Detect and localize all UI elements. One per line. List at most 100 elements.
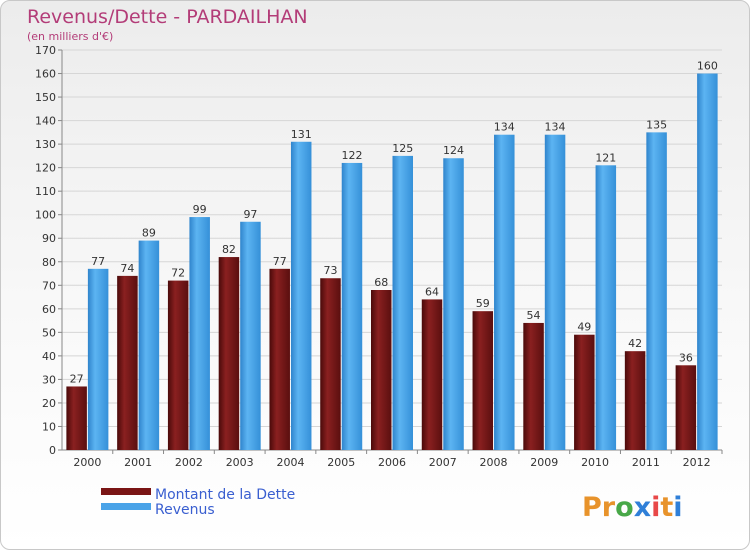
data-label-revenus-2002: 99 bbox=[193, 203, 207, 216]
y-tick-label: 170 bbox=[35, 44, 56, 57]
y-tick-labels: 0 10 20 30 40 50 60 70 80 90 100 110 120 130 140 150 160… bbox=[35, 44, 56, 457]
data-label-revenus-2010: 121 bbox=[595, 151, 616, 164]
data-labels: 27 77 74 89 72 99 82 97 77 131 73 122 68 125 64 124 59 13… bbox=[70, 60, 718, 386]
bar-dette-2003 bbox=[218, 257, 240, 450]
bar-dette-2010 bbox=[574, 334, 595, 450]
x-tick-label: 2000 bbox=[73, 456, 101, 469]
data-label-dette-2009: 54 bbox=[527, 309, 541, 322]
y-tick-label: 120 bbox=[35, 162, 56, 175]
data-label-dette-2012: 36 bbox=[679, 351, 693, 364]
bar-revenus-2002 bbox=[189, 217, 210, 450]
x-tick-label: 2011 bbox=[632, 456, 660, 469]
x-tick-label: 2012 bbox=[683, 456, 711, 469]
y-tick-label: 30 bbox=[42, 373, 56, 386]
bar-dette-2011 bbox=[624, 351, 646, 450]
data-label-dette-2006: 68 bbox=[374, 276, 388, 289]
bar-dette-2007 bbox=[421, 299, 443, 450]
logo-letter: i bbox=[673, 492, 682, 523]
bar-dette-2005 bbox=[320, 278, 341, 450]
y-tick-label: 60 bbox=[42, 303, 56, 316]
data-label-revenus-2006: 125 bbox=[392, 142, 413, 155]
x-tick-label: 2002 bbox=[175, 456, 203, 469]
y-tick-label: 20 bbox=[42, 397, 56, 410]
y-tick-label: 80 bbox=[42, 256, 56, 269]
bar-revenus-2011 bbox=[646, 132, 667, 450]
data-label-revenus-2001: 89 bbox=[142, 227, 156, 240]
logo-letter: o bbox=[615, 492, 634, 523]
bar-revenus-2008 bbox=[494, 134, 515, 451]
bar-revenus-2004 bbox=[290, 141, 312, 450]
data-label-revenus-2011: 135 bbox=[646, 118, 667, 131]
data-label-dette-2010: 49 bbox=[577, 321, 591, 334]
data-label-revenus-2008: 134 bbox=[494, 121, 515, 134]
logo-letter: r bbox=[602, 492, 616, 523]
x-tick-label: 2010 bbox=[581, 456, 609, 469]
data-label-revenus-2009: 134 bbox=[545, 121, 566, 134]
logo-text: Proxiti bbox=[582, 492, 683, 523]
bar-revenus-2006 bbox=[392, 155, 413, 450]
data-label-dette-2003: 82 bbox=[222, 243, 236, 256]
data-label-dette-2011: 42 bbox=[628, 337, 642, 350]
y-tick-label: 160 bbox=[35, 68, 56, 81]
bar-revenus-2012 bbox=[697, 73, 718, 450]
x-tick-label: 2007 bbox=[429, 456, 457, 469]
bar-revenus-2010 bbox=[595, 165, 617, 450]
data-label-revenus-2007: 124 bbox=[443, 144, 464, 157]
y-tick-label: 150 bbox=[35, 91, 56, 104]
data-label-dette-2000: 27 bbox=[70, 372, 84, 385]
bar-revenus-2000 bbox=[87, 268, 109, 450]
bar-revenus-2009 bbox=[544, 134, 566, 451]
chart-title: Revenus/Dette - PARDAILHAN bbox=[27, 6, 308, 28]
bar-revenus-2001 bbox=[138, 240, 160, 450]
x-tick-label: 2003 bbox=[226, 456, 254, 469]
bar-dette-2008 bbox=[472, 311, 494, 450]
logo-letter: i bbox=[651, 492, 660, 523]
logo-letter: t bbox=[660, 492, 673, 523]
logo-letter: P bbox=[582, 492, 602, 523]
bar-dette-2000 bbox=[66, 386, 87, 450]
y-tick-label: 50 bbox=[42, 326, 56, 339]
legend-swatch-dette bbox=[101, 488, 151, 495]
data-label-dette-2002: 72 bbox=[171, 267, 185, 280]
y-tick-label: 140 bbox=[35, 115, 56, 128]
y-tick-label: 110 bbox=[35, 185, 56, 198]
bar-dette-2001 bbox=[117, 275, 138, 450]
legend-label-dette: Montant de la Dette bbox=[155, 487, 295, 503]
data-label-dette-2004: 77 bbox=[273, 255, 287, 268]
legend: Montant de la Dette Revenus bbox=[101, 487, 295, 518]
bar-dette-2012 bbox=[675, 365, 697, 450]
y-tick-label: 40 bbox=[42, 350, 56, 363]
bar-revenus-2003 bbox=[240, 221, 261, 450]
bar-dette-2002 bbox=[167, 280, 189, 450]
chart-subtitle: (en milliers d'€) bbox=[27, 30, 114, 43]
y-tick-label: 0 bbox=[49, 444, 56, 457]
x-tick-label: 2006 bbox=[378, 456, 406, 469]
data-label-dette-2008: 59 bbox=[476, 297, 490, 310]
data-label-revenus-2004: 131 bbox=[291, 128, 312, 141]
x-tick-label: 2008 bbox=[480, 456, 508, 469]
axes bbox=[61, 50, 722, 451]
x-tick-labels: 2000 2001 2002 2003 2004 2005 2006 2007 2008 2009… bbox=[73, 450, 723, 469]
data-label-dette-2007: 64 bbox=[425, 285, 439, 298]
data-label-dette-2005: 73 bbox=[323, 264, 337, 277]
bar-dette-2004 bbox=[269, 268, 290, 450]
data-label-revenus-2000: 77 bbox=[91, 255, 105, 268]
legend-swatch-revenus bbox=[101, 503, 151, 510]
x-tick-label: 2005 bbox=[327, 456, 355, 469]
proxiti-logo: Proxiti bbox=[582, 492, 683, 523]
data-label-revenus-2003: 97 bbox=[243, 208, 257, 221]
bar-dette-2006 bbox=[371, 290, 392, 450]
x-tick-label: 2001 bbox=[124, 456, 152, 469]
bar-revenus-2007 bbox=[443, 158, 464, 450]
y-tick-label: 10 bbox=[42, 420, 56, 433]
y-tick-label: 90 bbox=[42, 232, 56, 245]
logo-letter: x bbox=[634, 492, 651, 523]
bar-revenus-2005 bbox=[341, 162, 363, 451]
y-tick-label: 130 bbox=[35, 138, 56, 151]
bar-dette-2009 bbox=[523, 322, 544, 450]
data-label-dette-2001: 74 bbox=[120, 262, 134, 275]
x-tick-label: 2004 bbox=[276, 456, 304, 469]
x-tick-label: 2009 bbox=[530, 456, 558, 469]
